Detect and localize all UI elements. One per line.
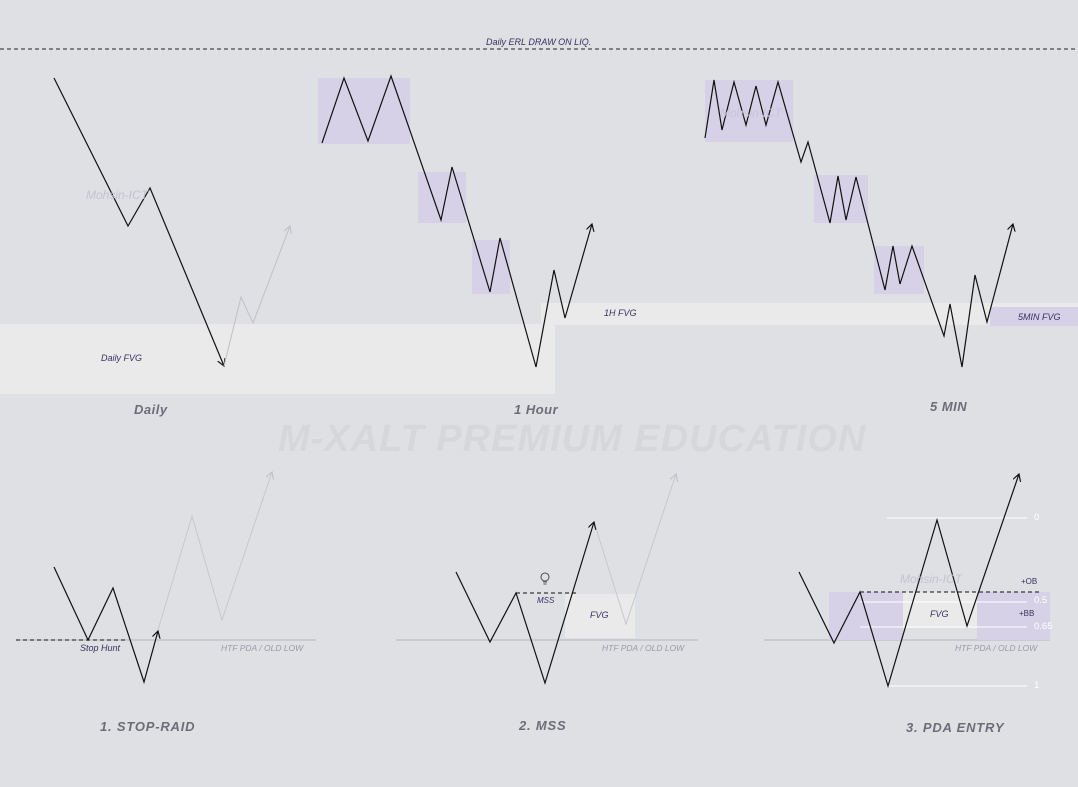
step3-fvg-label: FVG: [930, 609, 949, 619]
step2-fvg-label: FVG: [590, 610, 609, 620]
step2-htf-label: HTF PDA / OLD LOW: [602, 643, 685, 653]
hour-title: 1 Hour: [514, 402, 559, 417]
fib-label-065: 0.65: [1034, 621, 1053, 632]
step3-fvg-box: [903, 592, 977, 628]
min5-title: 5 MIN: [930, 399, 968, 414]
center-watermark: M-XALT PREMIUM EDUCATION: [278, 418, 867, 460]
step2-projection-path: [593, 474, 676, 626]
step3-price-path: [798, 474, 1019, 689]
fib-label-05: 0.5: [1034, 595, 1048, 606]
step3-ob-box: [829, 592, 903, 640]
min5-consolidation-box-2: [814, 175, 868, 223]
hour-fvg-zone: [541, 303, 1078, 325]
step3-watermark: Mohsin-ICT: [900, 572, 963, 586]
stop-hunt-label: Stop Hunt: [80, 643, 121, 653]
mss-label: MSS: [537, 596, 555, 605]
erl-draw-label: Daily ERL DRAW ON LIQ.: [486, 37, 592, 47]
min5-watermark: Mohsin-ICT: [720, 106, 783, 120]
daily-title: Daily: [134, 402, 168, 417]
min5-consolidation-box-3: [874, 246, 924, 294]
ob-label: +OB: [1021, 577, 1038, 586]
step3-bb-box: [977, 592, 1050, 640]
hour-price-path: [321, 74, 592, 368]
lightbulb-icon: [540, 572, 550, 585]
hour-fvg-label: 1H FVG: [604, 308, 637, 318]
step3-title: 3. PDA ENTRY: [906, 720, 1005, 735]
min5-price-path: [704, 79, 1013, 368]
step2-price-path: [455, 522, 594, 686]
daily-watermark: Mohsin-ICT: [86, 188, 149, 202]
bb-label: +BB: [1019, 609, 1035, 618]
step1-projection-path: [157, 472, 272, 631]
step1-htf-label: HTF PDA / OLD LOW: [221, 643, 304, 653]
step1-price-path: [53, 566, 158, 685]
daily-fvg-label: Daily FVG: [101, 353, 143, 363]
min5-fvg-label: 5MIN FVG: [1018, 312, 1061, 322]
step1-title: 1. STOP-RAID: [100, 719, 196, 734]
daily-projection-path: [223, 226, 290, 367]
step3-htf-label: HTF PDA / OLD LOW: [955, 643, 1038, 653]
fib-label-1: 1: [1034, 680, 1040, 691]
hour-consolidation-box-1: [318, 78, 410, 144]
step2-title: 2. MSS: [519, 718, 567, 733]
daily-fvg-zone: [0, 324, 555, 394]
daily-price-path: [53, 77, 224, 366]
fib-label-0: 0: [1034, 512, 1040, 523]
min5-fvg-zone: [990, 307, 1078, 326]
